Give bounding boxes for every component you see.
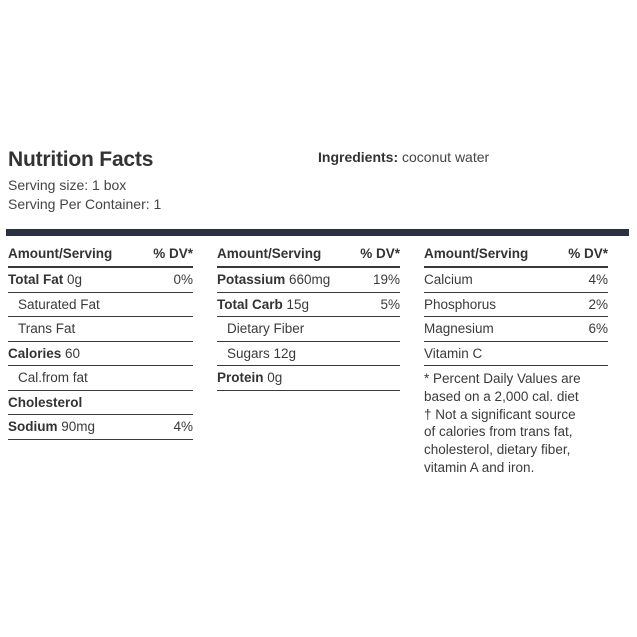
row-label: Trans Fat — [18, 321, 76, 337]
row-dv: 4% — [588, 272, 608, 288]
row-potassium: Potassium 660mg 19% — [217, 268, 400, 293]
row-label: Calcium — [424, 272, 473, 288]
row-cholesterol: Cholesterol — [8, 391, 193, 415]
row-dv: 0% — [173, 272, 193, 288]
row-label: Saturated Fat — [18, 296, 100, 312]
row-label: Vitamin C — [424, 345, 483, 361]
row-calories: Calories 60 — [8, 342, 193, 366]
row-dv: 2% — [588, 296, 608, 312]
row-sodium: Sodium 90mg 4% — [8, 415, 193, 440]
top-rule — [6, 229, 629, 236]
row-label-bold: Protein — [217, 370, 264, 386]
amount-serving-header: Amount/Serving — [217, 245, 322, 261]
row-protein: Protein 0g — [217, 366, 400, 391]
row-label: Sodium 90mg — [8, 419, 95, 434]
row-label: Dietary Fiber — [227, 321, 305, 337]
row-sugars: Sugars 12g — [217, 342, 400, 366]
row-trans-fat: Trans Fat — [8, 317, 193, 342]
column-header: Amount/Serving % DV* — [424, 240, 608, 268]
amount-serving-header: Amount/Serving — [424, 245, 529, 261]
row-label-bold: Cholesterol — [8, 394, 83, 410]
row-label: Total Fat 0g — [8, 272, 82, 287]
row-label-bold: Total Carb — [217, 296, 283, 312]
daily-value-footnote: * Percent Daily Values are based on a 2,… — [424, 366, 608, 477]
row-label: Phosphorus — [424, 296, 497, 312]
row-label-text: 0g — [263, 370, 283, 386]
footnote-line: * Percent Daily Values are — [424, 371, 581, 386]
row-label-bold: Sodium — [8, 419, 58, 435]
column-header: Amount/Serving % DV* — [8, 240, 193, 268]
row-label: Sugars 12g — [227, 345, 297, 361]
dv-header: % DV* — [360, 245, 400, 261]
footnote-line: based on a 2,000 cal. diet — [424, 388, 579, 404]
row-dv: 19% — [372, 272, 400, 288]
row-dv: 4% — [173, 419, 193, 435]
dv-header: % DV* — [153, 245, 193, 261]
amount-serving-header: Amount/Serving — [8, 245, 113, 261]
row-calcium: Calcium 4% — [424, 268, 608, 293]
ingredients-label: Ingredients: — [318, 149, 399, 165]
serving-size: Serving size: 1 box — [8, 177, 127, 193]
row-label: Cal.from fat — [18, 370, 88, 386]
row-label: Magnesium — [424, 321, 494, 337]
ingredients: Ingredients: coconut water — [318, 149, 489, 165]
row-label-bold: Potassium — [217, 272, 286, 288]
column-header: Amount/Serving % DV* — [217, 240, 400, 268]
row-label-text: 15g — [282, 296, 310, 312]
row-label: Total Carb 15g — [217, 297, 309, 312]
row-label: Potassium 660mg — [217, 272, 330, 287]
row-phosphorus: Phosphorus 2% — [424, 293, 608, 317]
row-label: Calories 60 — [8, 346, 80, 361]
row-label-bold: Calories — [8, 345, 62, 361]
footnote-line: cholesterol, dietary fiber, — [424, 442, 571, 458]
row-dv: 6% — [588, 321, 608, 337]
row-label-bold: Total Fat — [8, 272, 64, 288]
row-saturated-fat: Saturated Fat — [8, 293, 193, 317]
row-dv: 5% — [380, 296, 400, 312]
row-vitamin-c: Vitamin C — [424, 342, 608, 366]
row-label-text: 0g — [63, 272, 83, 288]
row-total-fat: Total Fat 0g 0% — [8, 268, 193, 293]
row-label-text: 660mg — [285, 272, 331, 288]
row-magnesium: Magnesium 6% — [424, 317, 608, 342]
servings-per-container: Serving Per Container: 1 — [8, 196, 162, 212]
footnote-line: † Not a significant source — [424, 406, 576, 422]
row-label: Protein 0g — [217, 370, 282, 385]
ingredients-value: coconut water — [398, 149, 490, 165]
nutrient-column-3: Amount/Serving % DV* Calcium 4% Phosphoru… — [424, 240, 608, 477]
footnote-line: of calories from trans fat, — [424, 424, 573, 440]
row-cal-from-fat: Cal.from fat — [8, 366, 193, 391]
row-label-text: 60 — [61, 345, 81, 361]
dv-header: % DV* — [568, 245, 608, 261]
footnote-line: vitamin A and iron. — [424, 459, 535, 475]
row-label: Cholesterol — [8, 395, 82, 410]
nutrient-column-1: Amount/Serving % DV* Total Fat 0g 0% Satu… — [8, 240, 193, 440]
label-title: Nutrition Facts — [8, 148, 154, 171]
row-label-text: 90mg — [57, 419, 96, 435]
nutrient-column-2: Amount/Serving % DV* Potassium 660mg 19% … — [217, 240, 400, 391]
row-dietary-fiber: Dietary Fiber — [217, 317, 400, 342]
row-total-carb: Total Carb 15g 5% — [217, 293, 400, 317]
